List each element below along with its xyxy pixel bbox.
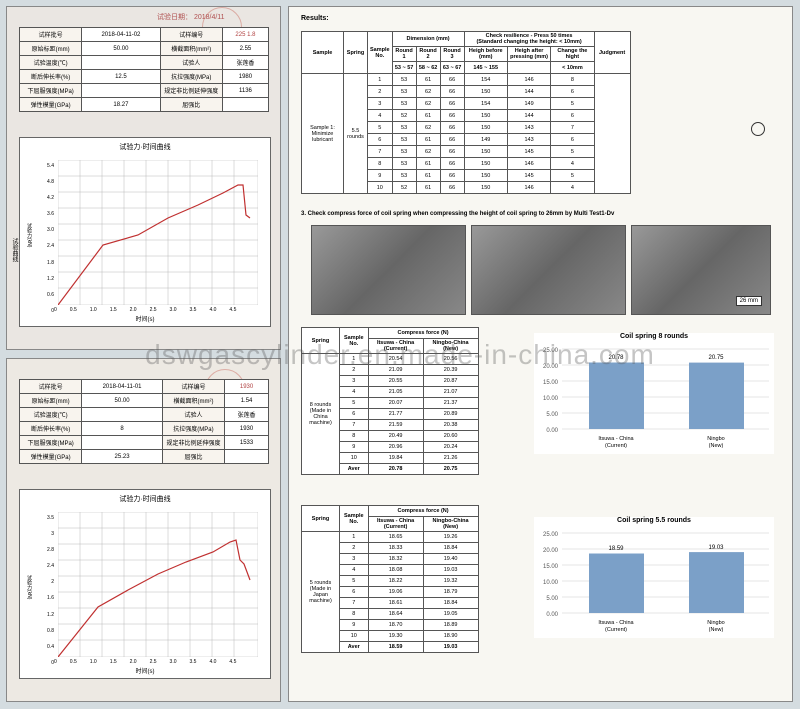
section-3-heading: 3. Check compress force of coil spring w… bbox=[301, 211, 781, 217]
svg-text:Itsuwa - China: Itsuwa - China bbox=[598, 436, 634, 442]
svg-text:15.00: 15.00 bbox=[543, 564, 559, 570]
svg-text:(Current): (Current) bbox=[605, 443, 627, 449]
info-table-1: 试样批号2018-04-11-02试样编号225 1.8 原始标距(mm)50.… bbox=[19, 27, 269, 112]
results-page: Results: Sample Spring Sample No. Dimens… bbox=[288, 6, 793, 702]
equipment-photo-2 bbox=[471, 225, 626, 315]
force-table-8rounds: SpringSample No.Compress force (N) Itsuw… bbox=[301, 327, 479, 475]
svg-text:0.00: 0.00 bbox=[546, 428, 558, 434]
x-axis: 00.51.01.52.02.53.03.54.04.5 bbox=[54, 307, 236, 313]
svg-text:(Current): (Current) bbox=[605, 627, 627, 633]
svg-text:5.00: 5.00 bbox=[546, 412, 558, 418]
svg-text:20.00: 20.00 bbox=[543, 548, 559, 554]
svg-text:10.00: 10.00 bbox=[543, 580, 559, 586]
svg-text:20.75: 20.75 bbox=[708, 355, 724, 361]
results-heading: Results: bbox=[301, 15, 329, 22]
force-time-chart-2: 试验力·时间曲线 3.532.82.421.61.20.80.40 00.51.… bbox=[19, 489, 271, 679]
svg-text:(New): (New) bbox=[709, 627, 724, 633]
bar-chart-5rounds: Coil spring 5.5 rounds 25.0020.0015.0010… bbox=[534, 517, 774, 638]
test-report-2: 试样批号2018-04-11-01试样编号1930 原始标距(mm)50.00横… bbox=[6, 358, 281, 702]
y-axis: 3.532.82.421.61.20.80.40 bbox=[40, 510, 54, 671]
x-axis: 00.51.01.52.02.53.03.54.04.5 bbox=[54, 659, 236, 665]
bar-chart-8rounds: Coil spring 8 rounds 25.0020.0015.0010.0… bbox=[534, 333, 774, 454]
info-table-2: 试样批号2018-04-11-01试样编号1930 原始标距(mm)50.00横… bbox=[19, 379, 269, 464]
svg-text:(New): (New) bbox=[709, 443, 724, 449]
test-report-1: 试验日期： 2018/4/11 试样批号2018-04-11-02试样编号225… bbox=[6, 6, 281, 350]
svg-text:Itsuwa - China: Itsuwa - China bbox=[598, 620, 634, 626]
y-axis: 5.44.84.23.63.02.41.81.20.60 bbox=[40, 158, 54, 319]
svg-text:18.59: 18.59 bbox=[608, 546, 624, 552]
force-time-chart-1: 试验力·时间曲线 试验曲线 5.44.84.23.63.02.41.81.20.… bbox=[19, 137, 271, 327]
svg-text:10.00: 10.00 bbox=[543, 396, 559, 402]
equipment-photo-1 bbox=[311, 225, 466, 315]
svg-text:25.00: 25.00 bbox=[543, 532, 559, 538]
svg-text:5.00: 5.00 bbox=[546, 596, 558, 602]
judgment-circle-icon bbox=[751, 122, 765, 136]
test-date: 试验日期： 2018/4/11 bbox=[157, 12, 225, 22]
svg-text:20.00: 20.00 bbox=[543, 364, 559, 370]
svg-text:Ningbo: Ningbo bbox=[707, 436, 724, 442]
force-table-5rounds: SpringSample No.Compress force (N) Itsuw… bbox=[301, 505, 479, 653]
svg-text:20.78: 20.78 bbox=[608, 355, 624, 361]
svg-text:25.00: 25.00 bbox=[543, 348, 559, 354]
svg-text:Ningbo: Ningbo bbox=[707, 620, 724, 626]
svg-text:15.00: 15.00 bbox=[543, 380, 559, 386]
resilience-table: Sample Spring Sample No. Dimension (mm) … bbox=[301, 31, 631, 194]
svg-text:0.00: 0.00 bbox=[546, 612, 558, 618]
equipment-photo-3: 26 mm bbox=[631, 225, 771, 315]
svg-text:19.03: 19.03 bbox=[708, 545, 724, 551]
